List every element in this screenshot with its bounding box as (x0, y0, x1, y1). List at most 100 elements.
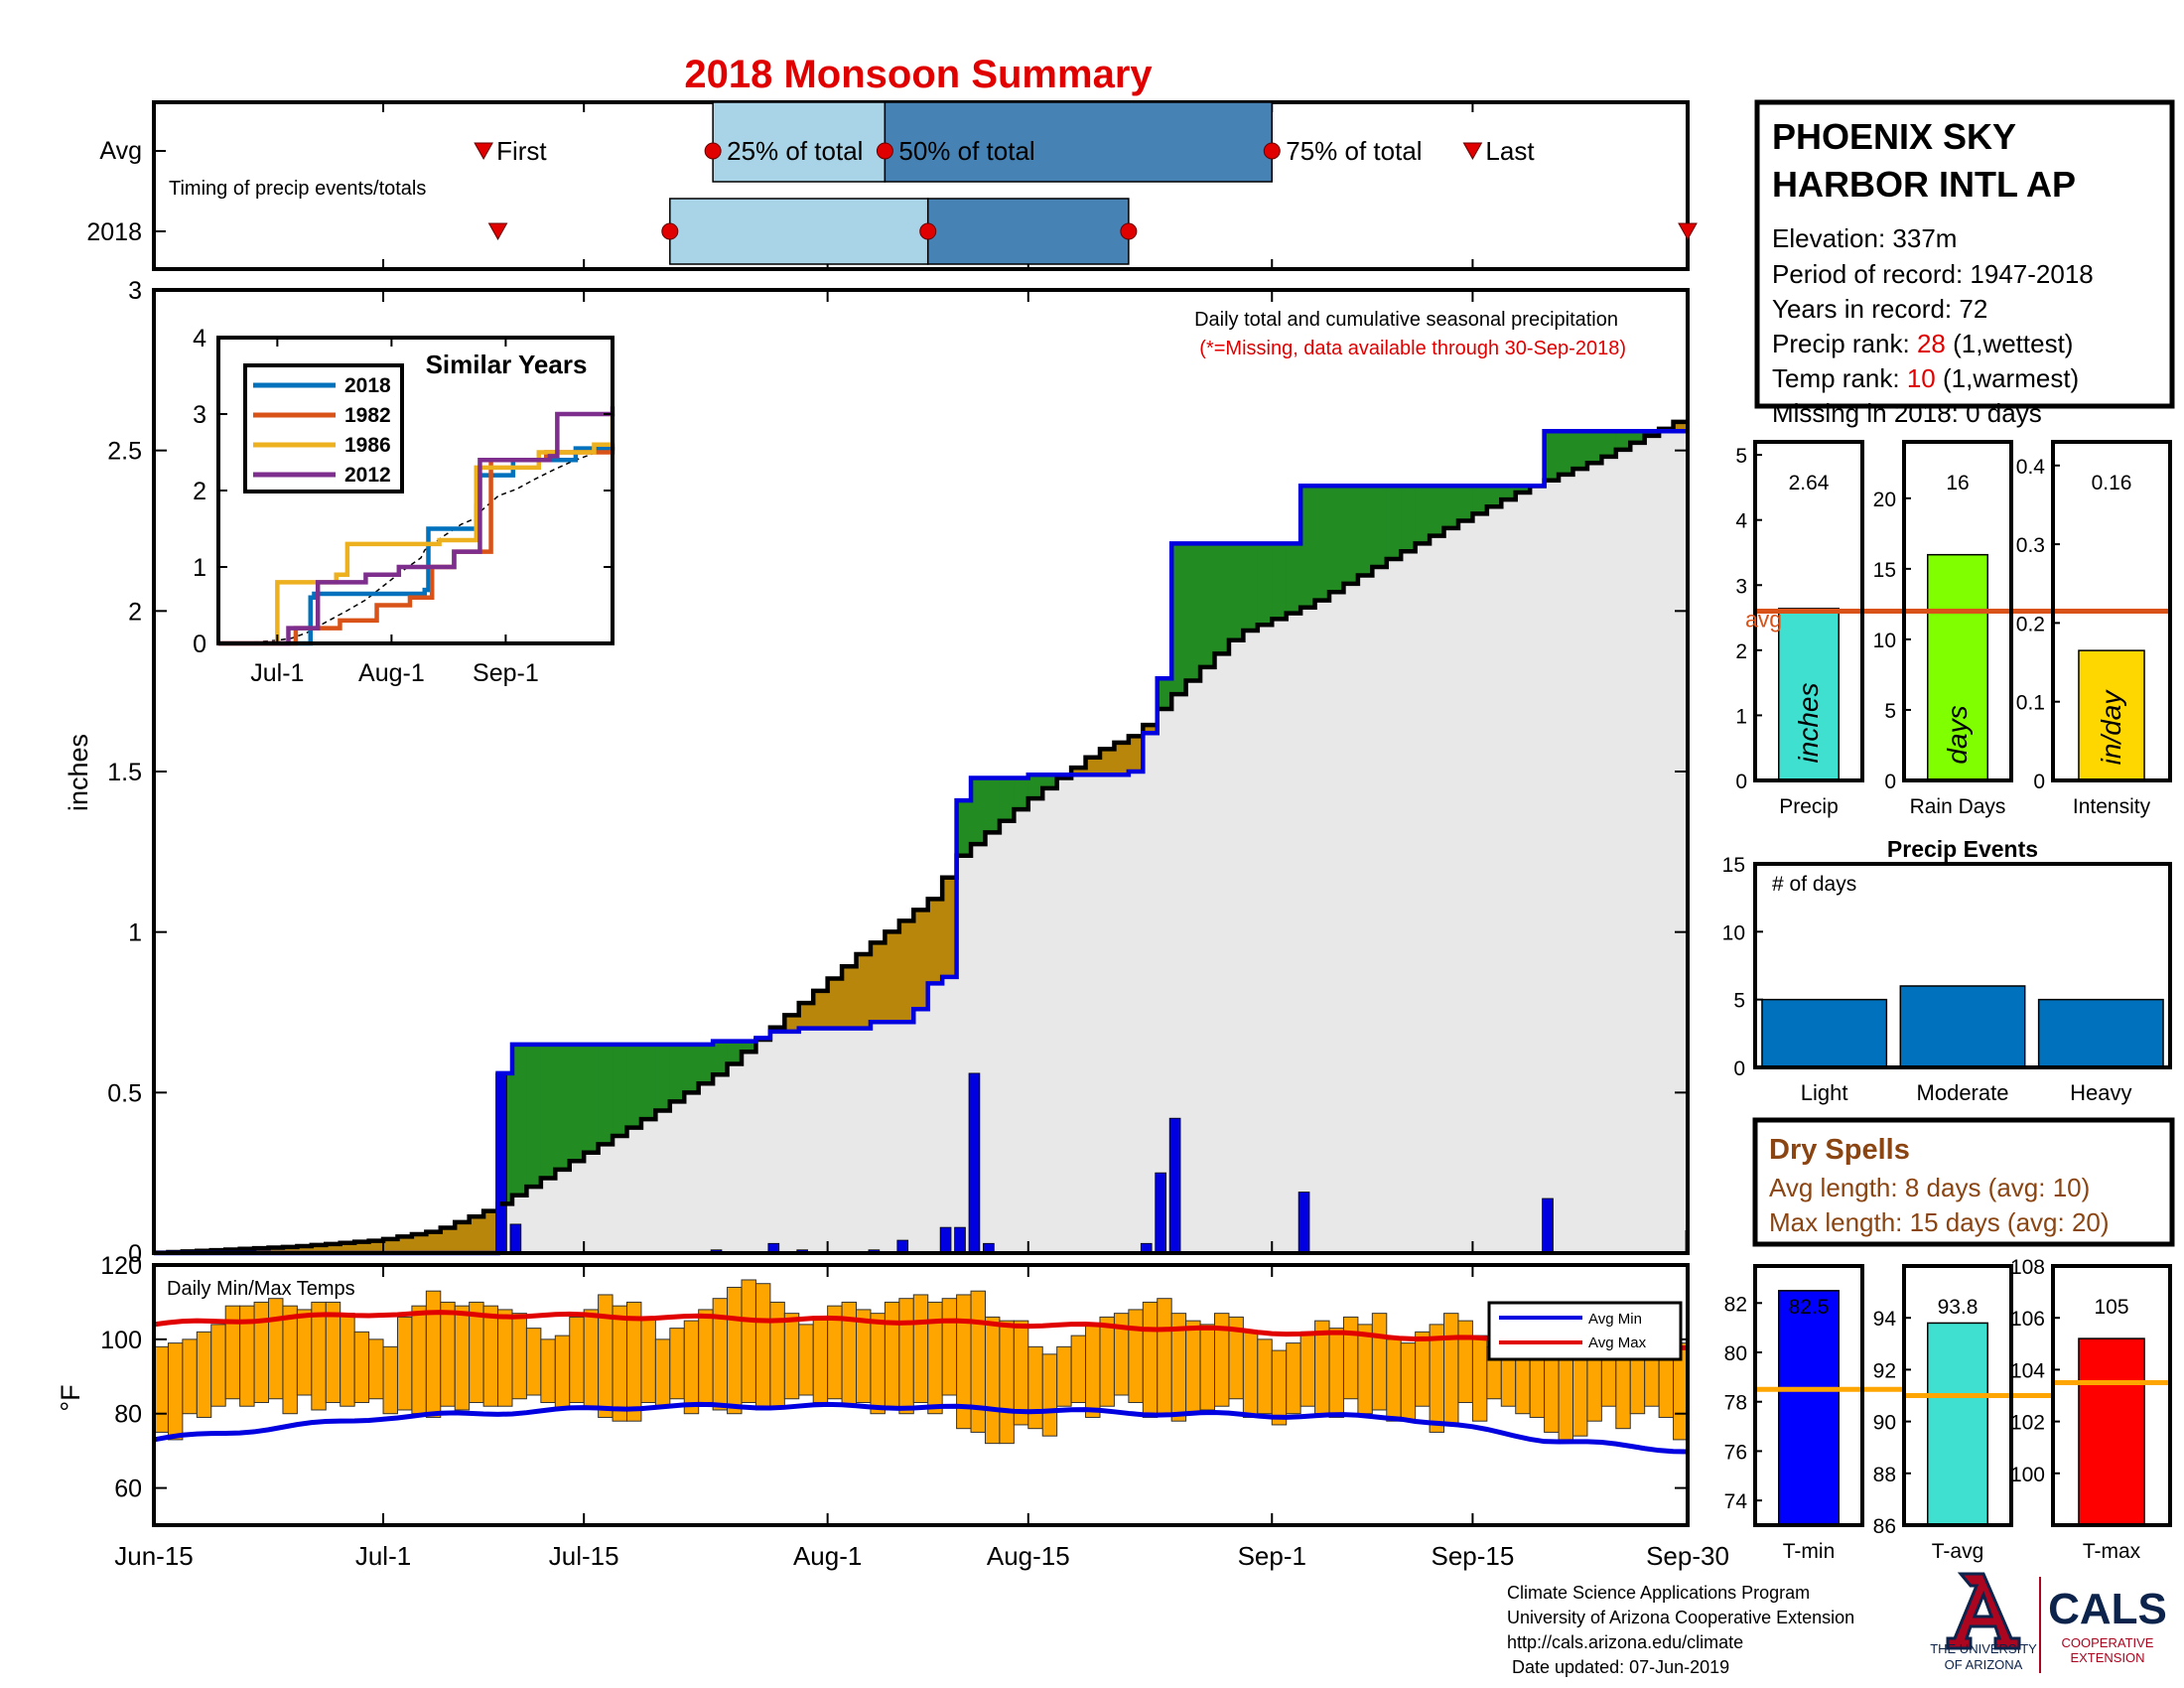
below-avg-band (282, 1246, 298, 1253)
above-avg-band (1171, 543, 1187, 695)
above-avg-band (1630, 431, 1646, 443)
footer-line-3: http://cals.arizona.edu/climate (1507, 1632, 1743, 1652)
inset-x-tick-label: Jul-1 (250, 659, 304, 687)
main-y-tick-label: 2 (128, 598, 142, 626)
panel-rain_days: days 0 5 10 15 20 16 Rain Days (1873, 440, 2051, 818)
above-avg-band (511, 1044, 528, 1196)
avg-marker-first (474, 142, 493, 161)
avg-marker-p25 (704, 142, 722, 160)
daily-temp-bar (612, 1305, 627, 1422)
daily-temp-bar (1085, 1324, 1101, 1418)
daily-temp-bar (1070, 1335, 1087, 1403)
daily-temp-bar (396, 1316, 413, 1411)
daily-temp-bar (569, 1316, 585, 1403)
below-avg-band (842, 966, 858, 1029)
above-avg-band (1572, 431, 1588, 470)
daily-temp-bar (1471, 1335, 1488, 1422)
above-avg-band (613, 1044, 628, 1136)
y2018-box-50-75 (926, 198, 1130, 265)
daily-temp-bar (525, 1328, 542, 1396)
inset-y-tick-label: 4 (193, 325, 206, 352)
x-tick-label: Aug-15 (987, 1541, 1070, 1571)
inset-x-tick-label: Sep-1 (473, 659, 539, 687)
precip_total-unit: inches (1793, 683, 1824, 764)
above-avg-band (684, 1044, 700, 1093)
below-avg-band (927, 899, 943, 984)
precip_total-y-tick-label: 3 (1735, 575, 1747, 598)
above-avg-band (555, 1044, 571, 1170)
events-y-tick-label: 15 (1722, 854, 1745, 877)
rain_days-y-tick-label: 20 (1873, 489, 1896, 511)
precip-events-chart: Precip Events # of days Light Moderate Heavy… (1722, 836, 2172, 1105)
rain_days-y-tick-label: 10 (1873, 630, 1896, 652)
station-elevation: Elevation: 337m (1772, 223, 1957, 253)
ua-text-1: THE UNIVERSITY (1930, 1641, 2037, 1656)
below-avg-band (368, 1240, 384, 1253)
precip_total-bar (1778, 608, 1840, 781)
temps-title: Daily Min/Max Temps (167, 1278, 355, 1300)
rain_days-bar (1927, 553, 1988, 781)
below-avg-band (297, 1245, 313, 1253)
avg-cumulative-line (154, 419, 1688, 1255)
daily-temp-bar (368, 1338, 384, 1400)
ua-logo: THE UNIVERSITY OF ARIZONA CALS COOPERATI… (1930, 1572, 2167, 1673)
y2018-marker-first (487, 222, 508, 241)
station-missing: Missing in 2018: 0 days (1772, 398, 2042, 428)
daily-temp-bar (970, 1290, 986, 1433)
below-avg-band (1085, 757, 1101, 775)
temps-legend (1487, 1301, 1683, 1361)
rain_days-value-label: 16 (1946, 472, 1969, 494)
label-50: 50% of total (898, 136, 1034, 166)
below-avg-band (411, 1234, 427, 1253)
avg-box-50-75 (884, 101, 1274, 183)
daily-temp-bar (1286, 1342, 1301, 1415)
above-avg-band (956, 800, 972, 856)
timing-panel: Avg 2018 Timing of precip events/totals … (86, 100, 1698, 271)
above-avg-band (1644, 431, 1660, 436)
above-avg-band (1272, 543, 1288, 620)
below-avg-band (885, 931, 900, 1023)
below-avg-band (326, 1243, 341, 1253)
daily-temp-bar (210, 1324, 226, 1407)
timing-row-avg: Avg (99, 137, 142, 165)
daily-temp-bar (311, 1301, 327, 1411)
daily-temp-bar (727, 1286, 743, 1415)
tavg-y-tick-label: 94 (1873, 1308, 1897, 1331)
inset-series-1986 (218, 414, 615, 646)
above-avg-band (985, 777, 1001, 833)
y2018-marker-p50 (919, 222, 937, 240)
above-avg-band (1615, 431, 1631, 450)
timing-row-2018: 2018 (86, 218, 142, 246)
daily-temp-bar (1185, 1320, 1201, 1415)
avg-marker-last (1462, 142, 1483, 161)
tavg-category-label: T-avg (1932, 1540, 1984, 1563)
tavg-value-label: 93.8 (1938, 1296, 1979, 1319)
daily-temp-bar (669, 1328, 685, 1400)
events-y-tick-label: 10 (1722, 921, 1745, 944)
events-category-label: Light (1801, 1080, 1848, 1105)
above-avg-band (1586, 431, 1602, 464)
daily-temp-bar (1415, 1331, 1431, 1407)
daily-temp-bar (511, 1313, 527, 1400)
above-avg-band (1544, 431, 1560, 481)
daily-precip-bar (1168, 1117, 1181, 1254)
tmax-y-tick-label: 102 (2010, 1412, 2045, 1435)
intensity-bar (2078, 649, 2145, 781)
above-avg-band (640, 1044, 656, 1120)
daily-temp-bar (196, 1331, 212, 1418)
daily-temp-bar (1142, 1301, 1159, 1418)
intensity-value-label: 0.16 (2092, 472, 2132, 494)
daily-temp-bar (1342, 1316, 1359, 1400)
station-name-line2: HARBOR INTL AP (1772, 164, 2076, 205)
label-75: 75% of total (1286, 136, 1422, 166)
footer-line-2: University of Arizona Cooperative Extens… (1507, 1608, 1854, 1627)
daily-temp-bar (1443, 1313, 1459, 1426)
above-avg-band (727, 1041, 743, 1064)
below-avg-band (383, 1238, 399, 1253)
inset-series-2018 (218, 443, 615, 646)
tmax-category-label: T-max (2083, 1540, 2141, 1563)
daily-temp-bar (912, 1294, 929, 1403)
above-avg-band (598, 1044, 614, 1145)
panel-precip_total: inches 0 1 2 3 4 5 2.64 Precip avg (1735, 440, 1902, 818)
events-annotation: # of days (1772, 873, 1856, 896)
